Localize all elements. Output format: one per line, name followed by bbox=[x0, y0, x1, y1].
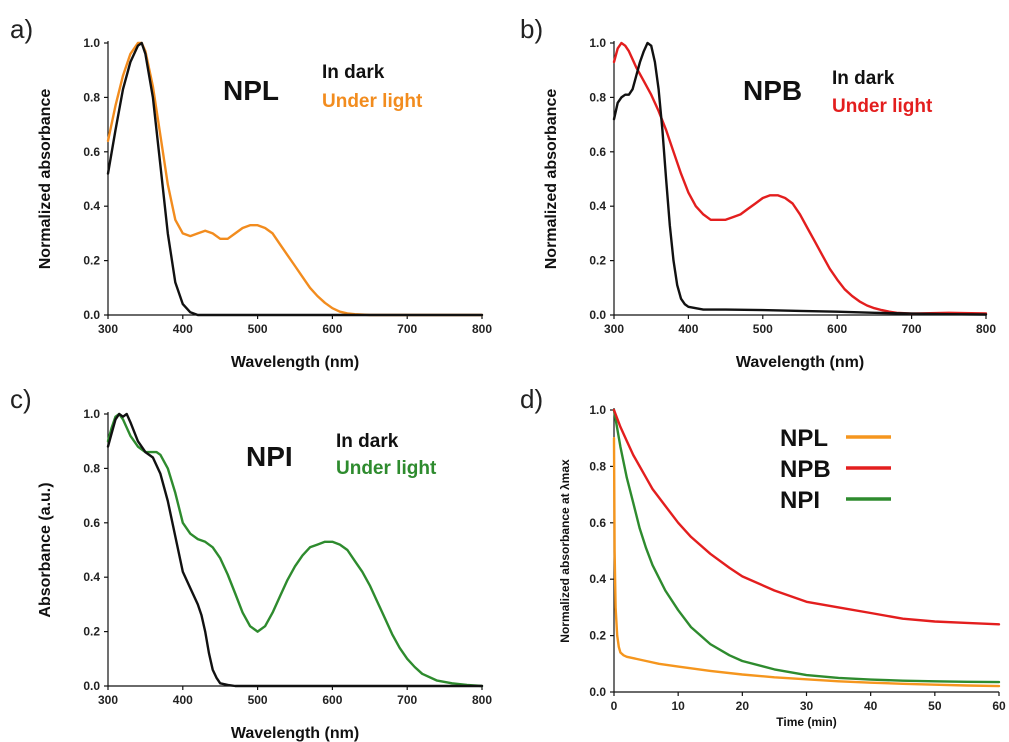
x-tick-label: 30 bbox=[800, 699, 814, 713]
x-tick-label: 0 bbox=[611, 699, 618, 713]
y-tick-label: 0.0 bbox=[589, 685, 606, 699]
x-tick-label: 20 bbox=[736, 699, 750, 713]
series-line-npi bbox=[612, 408, 1001, 684]
y-tick-label: 0.0 bbox=[83, 308, 100, 322]
y-tick-label: 0.6 bbox=[83, 516, 100, 530]
legend-entry: Under light bbox=[336, 458, 437, 479]
y-tick-label: 0.2 bbox=[589, 254, 606, 268]
series-line-under-light bbox=[106, 412, 484, 688]
series-line-npb bbox=[612, 408, 1001, 626]
legend-entry: In dark bbox=[336, 431, 399, 452]
sample-name: NPB bbox=[743, 75, 802, 106]
y-tick-label: 1.0 bbox=[589, 403, 606, 417]
x-tick-label: 700 bbox=[397, 322, 417, 336]
x-tick-label: 500 bbox=[753, 322, 773, 336]
y-tick-label: 0.4 bbox=[589, 199, 606, 213]
y-axis-title: Normalized absorbance bbox=[543, 89, 560, 270]
series-line-npl bbox=[612, 437, 1001, 688]
y-tick-label: 0.0 bbox=[83, 679, 100, 693]
y-tick-label: 0.6 bbox=[589, 145, 606, 159]
series-line-under-light bbox=[612, 41, 988, 315]
panel-letter: b) bbox=[520, 14, 543, 44]
y-tick-label: 0.2 bbox=[589, 629, 606, 643]
series-line-under-light bbox=[106, 41, 484, 317]
panel-a: a) 300 400 500 600 700 800 0.0 0.2 0.4 0.6 0.8 1.0 Wa… bbox=[10, 14, 492, 371]
x-tick-label: 600 bbox=[827, 322, 847, 336]
x-tick-label: 400 bbox=[173, 322, 193, 336]
sample-name: NPI bbox=[246, 441, 293, 472]
panel-letter: c) bbox=[10, 384, 32, 414]
x-tick-label: 800 bbox=[472, 693, 492, 707]
panel-c: c) 300 400 500 600 700 800 0.0 0.2 0.4 0.6 0.8 1.0 Wa… bbox=[10, 384, 492, 742]
y-tick-label: 0.2 bbox=[83, 625, 100, 639]
y-tick-label: 0.4 bbox=[83, 570, 100, 584]
x-tick-label: 300 bbox=[98, 322, 118, 336]
y-axis-title: Normalized absorbance bbox=[37, 89, 54, 270]
x-tick-label: 60 bbox=[992, 699, 1006, 713]
y-tick-label: 0.8 bbox=[83, 90, 100, 104]
x-tick-label: 10 bbox=[671, 699, 685, 713]
x-tick-label: 700 bbox=[397, 693, 417, 707]
y-tick-label: 0.0 bbox=[589, 308, 606, 322]
y-tick-label: 0.4 bbox=[83, 199, 100, 213]
y-axis-title: Absorbance (a.u.) bbox=[37, 482, 54, 617]
panel-b: b) 300 400 500 600 700 800 0.0 0.2 0.4 0.6 0.8 1.0 Wa… bbox=[520, 14, 996, 371]
y-tick-label: 0.6 bbox=[589, 516, 606, 530]
legend-entry: Under light bbox=[322, 91, 423, 112]
x-tick-label: 600 bbox=[322, 322, 342, 336]
x-tick-label: 600 bbox=[322, 693, 342, 707]
legend-entry: In dark bbox=[322, 62, 385, 83]
x-tick-label: 300 bbox=[98, 693, 118, 707]
x-tick-label: 500 bbox=[248, 322, 268, 336]
y-tick-label: 0.2 bbox=[83, 254, 100, 268]
series-line-in-dark bbox=[106, 412, 484, 688]
x-axis-title: Time (min) bbox=[776, 715, 836, 729]
x-tick-label: 50 bbox=[928, 699, 942, 713]
x-tick-label: 400 bbox=[173, 693, 193, 707]
series-line-in-dark bbox=[612, 41, 988, 316]
legend-entry: NPB bbox=[780, 456, 831, 483]
series-line-in-dark bbox=[106, 41, 484, 317]
sample-name: NPL bbox=[223, 75, 279, 106]
y-tick-label: 1.0 bbox=[83, 407, 100, 421]
y-tick-label: 0.8 bbox=[83, 461, 100, 475]
y-tick-label: 0.6 bbox=[83, 145, 100, 159]
x-tick-label: 40 bbox=[864, 699, 878, 713]
y-tick-label: 1.0 bbox=[589, 36, 606, 50]
x-axis-title: Wavelength (nm) bbox=[231, 354, 359, 371]
y-tick-label: 0.8 bbox=[589, 90, 606, 104]
x-axis-title: Wavelength (nm) bbox=[231, 725, 359, 742]
x-tick-label: 700 bbox=[902, 322, 922, 336]
panel-letter: a) bbox=[10, 14, 33, 44]
panel-d: d) 0 10 20 30 40 50 60 0.0 0.2 0.4 0.6 0.8 1.0 Time (m… bbox=[520, 384, 1006, 729]
x-tick-label: 800 bbox=[472, 322, 492, 336]
legend-entry: Under light bbox=[832, 96, 933, 117]
legend-entry: In dark bbox=[832, 68, 895, 89]
legend-entry: NPI bbox=[780, 487, 820, 514]
y-tick-label: 1.0 bbox=[83, 36, 100, 50]
y-tick-label: 0.4 bbox=[589, 572, 606, 586]
y-axis-title: Normalized absorbance at λmax bbox=[558, 459, 572, 643]
y-tick-label: 0.8 bbox=[589, 459, 606, 473]
x-tick-label: 300 bbox=[604, 322, 624, 336]
x-tick-label: 400 bbox=[678, 322, 698, 336]
legend-entry: NPL bbox=[780, 425, 828, 452]
x-tick-label: 800 bbox=[976, 322, 996, 336]
panel-letter: d) bbox=[520, 384, 543, 414]
x-axis-title: Wavelength (nm) bbox=[736, 354, 864, 371]
x-tick-label: 500 bbox=[248, 693, 268, 707]
